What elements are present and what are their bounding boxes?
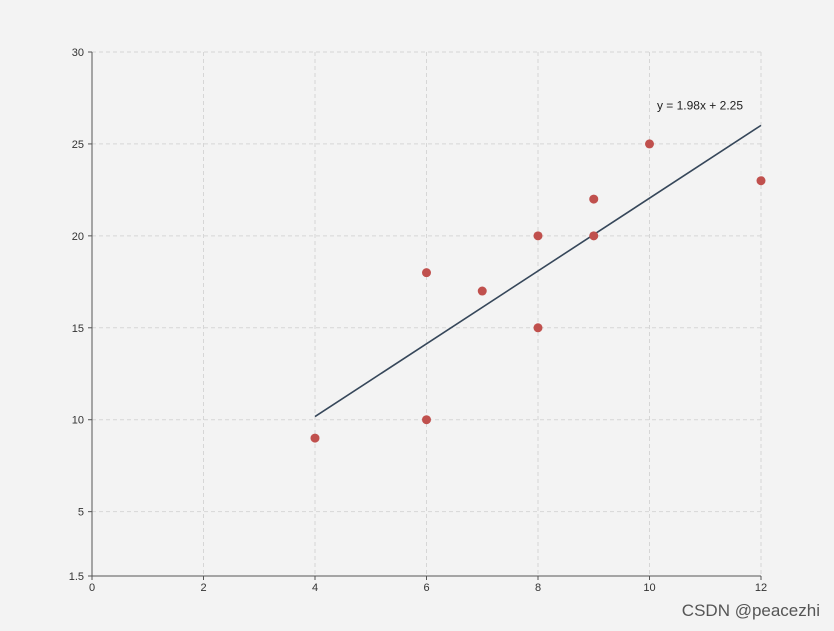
watermark: CSDN @peacezhi: [681, 601, 820, 620]
data-point: [533, 323, 543, 333]
data-point: [756, 176, 766, 186]
x-tick-label: 6: [423, 582, 429, 594]
data-point: [422, 415, 431, 425]
data-point: [645, 139, 654, 149]
data-point: [477, 286, 487, 296]
y-tick-label: 10: [72, 415, 84, 427]
trendline-equation: y = 1.98x + 2.25: [657, 98, 743, 112]
y-tick-label: 25: [72, 139, 84, 151]
axes: [88, 51, 762, 580]
y-tick-label: 20: [72, 231, 84, 243]
data-point: [589, 194, 599, 204]
trendline-group: [314, 124, 762, 418]
grid: [92, 51, 762, 576]
y-tick-label: 30: [72, 47, 84, 59]
x-tick-label: 8: [535, 582, 541, 594]
tick-labels: 0 2 4 6 8 10 12 1.5 5 10 15 20 25 30: [69, 47, 767, 594]
x-tick-label: 12: [755, 582, 767, 594]
x-tick-label: 4: [312, 582, 318, 594]
data-point: [589, 231, 599, 241]
y-tick-label: 15: [72, 323, 84, 335]
y-tick-label: 5: [78, 507, 84, 519]
data-point: [533, 231, 543, 241]
data-point: [422, 268, 431, 278]
x-tick-label: 10: [643, 582, 655, 594]
x-tick-label: 0: [89, 582, 95, 594]
trendline: [314, 124, 762, 418]
x-tick-label: 2: [200, 582, 206, 594]
y-tick-label: 1.5: [69, 571, 84, 583]
data-point: [310, 433, 320, 443]
data-points: [310, 139, 766, 443]
